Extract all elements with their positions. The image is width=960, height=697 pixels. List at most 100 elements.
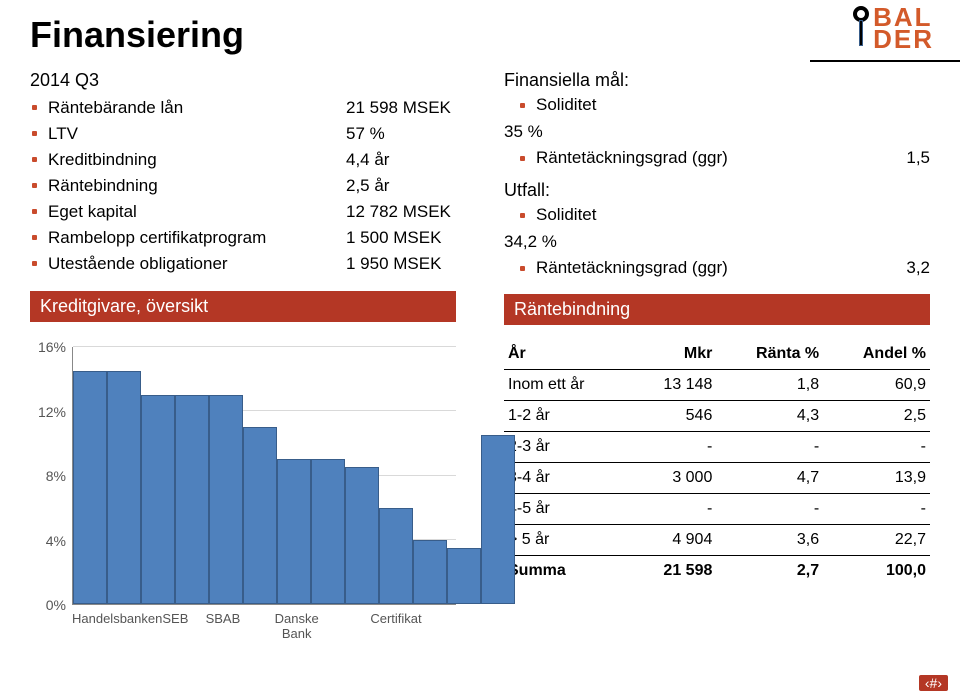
table-row: Inom ett år13 1481,860,9: [504, 370, 930, 401]
chart-bar-wrap: [107, 347, 141, 604]
chart-bars: [73, 347, 456, 604]
table-cell: 3-4 år: [504, 463, 631, 494]
kf-value: 4,4 år: [338, 150, 456, 170]
table-cell: 60,9: [823, 370, 930, 401]
chart-x-labels: HandelsbankenSEBSBABDanske BankCertifika…: [72, 607, 456, 633]
chart-x-tick-label: [439, 607, 456, 633]
chart-bar: [379, 508, 413, 604]
kf-item: Räntebärande lån21 598 MSEK: [30, 95, 456, 121]
table-row: > 5 år4 9043,622,7: [504, 525, 930, 556]
chart-bar-wrap: [175, 347, 209, 604]
goal-item: Räntetäckningsgrad (ggr)1,5: [504, 146, 930, 170]
outcome-label: Räntetäckningsgrad (ggr): [536, 258, 728, 278]
kf-label: Eget kapital: [48, 202, 338, 222]
slide: BAL DER Finansiering 2014 Q3 Räntebärand…: [0, 0, 960, 697]
chart-bar-wrap: [379, 347, 413, 604]
chart-y-tick-label: 12%: [30, 404, 66, 420]
chart-x-tick-label: [353, 607, 370, 633]
table-cell: 546: [631, 401, 717, 432]
kf-item: Kreditbindning4,4 år: [30, 147, 456, 173]
kf-label: LTV: [48, 124, 338, 144]
lower-row: 0%4%8%12%16%HandelsbankenSEBSBABDanske B…: [30, 325, 930, 633]
table-sum-row: Summa21 5982,7100,0: [504, 556, 930, 587]
kf-value: 57 %: [338, 124, 456, 144]
section-header-left: Kreditgivare, översikt: [30, 291, 456, 322]
table-cell: 4-5 år: [504, 494, 631, 525]
table-cell: 3,6: [716, 525, 823, 556]
kf-label: Rambelopp certifikatprogram: [48, 228, 338, 248]
goals-header: Finansiella mål:: [504, 70, 930, 91]
goal-item: Soliditet: [504, 93, 930, 117]
table-cell: 1-2 år: [504, 401, 631, 432]
chart-x-tick-label: [240, 607, 257, 633]
chart-bar: [141, 395, 175, 604]
outcome-list: Soliditet: [504, 203, 930, 227]
goals-list: Räntetäckningsgrad (ggr)1,5: [504, 146, 930, 170]
lenders-bar-chart: 0%4%8%12%16%HandelsbankenSEBSBABDanske B…: [30, 343, 456, 633]
chart-x-tick-label: [336, 607, 353, 633]
chart-bar-wrap: [141, 347, 175, 604]
logo-text: BAL DER: [873, 6, 934, 50]
chart-bar: [345, 467, 379, 604]
chart-plot-area: [72, 347, 456, 605]
kf-item: LTV57 %: [30, 121, 456, 147]
col-header: Ränta %: [716, 339, 823, 370]
chart-y-tick-label: 0%: [30, 597, 66, 613]
chart-bar: [209, 395, 243, 604]
table-cell: -: [823, 432, 930, 463]
chart-bar: [481, 435, 515, 604]
col-header: Mkr: [631, 339, 717, 370]
table-cell: 13,9: [823, 463, 930, 494]
col-header: Andel %: [823, 339, 930, 370]
table-row: 2-3 år---: [504, 432, 930, 463]
page-number: ‹#›: [919, 675, 948, 691]
kf-value: 1 950 MSEK: [338, 254, 456, 274]
chart-bar: [107, 371, 141, 604]
table-cell: 3 000: [631, 463, 717, 494]
kf-value: 21 598 MSEK: [338, 98, 456, 118]
chart-bar: [311, 459, 345, 604]
kf-label: Räntebindning: [48, 176, 338, 196]
chart-bar: [175, 395, 209, 604]
table-cell: 2,7: [716, 556, 823, 587]
content-columns: 2014 Q3 Räntebärande lån21 598 MSEK LTV5…: [30, 66, 930, 325]
outcome-header: Utfall:: [504, 180, 930, 201]
table-cell: -: [631, 432, 717, 463]
chart-x-tick-label: [257, 607, 274, 633]
table-row: 1-2 år5464,32,5: [504, 401, 930, 432]
outcome-subline: 34,2 %: [504, 232, 930, 252]
chart-bar: [277, 459, 311, 604]
chart-y-tick-label: 8%: [30, 468, 66, 484]
chart-bar: [447, 548, 481, 604]
key-figures-list: Räntebärande lån21 598 MSEK LTV57 % Kred…: [30, 95, 456, 277]
chart-bar-wrap: [345, 347, 379, 604]
outcome-item: Räntetäckningsgrad (ggr) 3,2: [504, 256, 930, 280]
chart-bar: [73, 371, 107, 604]
outcome-list: Räntetäckningsgrad (ggr) 3,2: [504, 256, 930, 280]
chart-y-tick-label: 16%: [30, 339, 66, 355]
table-cell: Inom ett år: [504, 370, 631, 401]
kf-item: Rambelopp certifikatprogram1 500 MSEK: [30, 225, 456, 251]
table-cell: 1,8: [716, 370, 823, 401]
table-cell: 4,3: [716, 401, 823, 432]
chart-x-tick-label: Certifikat: [370, 607, 421, 633]
table-header-row: År Mkr Ränta % Andel %: [504, 339, 930, 370]
kf-value: 2,5 år: [338, 176, 456, 196]
chart-bar: [243, 427, 277, 604]
chart-x-tick-label: [188, 607, 205, 633]
table-cell: 22,7: [823, 525, 930, 556]
chart-x-tick-label: SBAB: [206, 607, 241, 633]
outcome-value: 3,2: [906, 258, 930, 278]
table-cell: 4 904: [631, 525, 717, 556]
goal-value: 1,5: [906, 148, 930, 168]
chart-bar-wrap: [277, 347, 311, 604]
logo-mark-icon: [853, 6, 869, 46]
chart-x-tick-label: Danske Bank: [275, 607, 319, 633]
kf-label: Utestående obligationer: [48, 254, 338, 274]
chart-bar-wrap: [413, 347, 447, 604]
chart-x-tick-label: Handelsbanken: [72, 607, 162, 633]
chart-x-tick-label: [422, 607, 439, 633]
right-column: Finansiella mål: Soliditet 35 % Räntetäc…: [504, 66, 930, 325]
logo-underline: [810, 60, 960, 62]
table-cell: 13 148: [631, 370, 717, 401]
